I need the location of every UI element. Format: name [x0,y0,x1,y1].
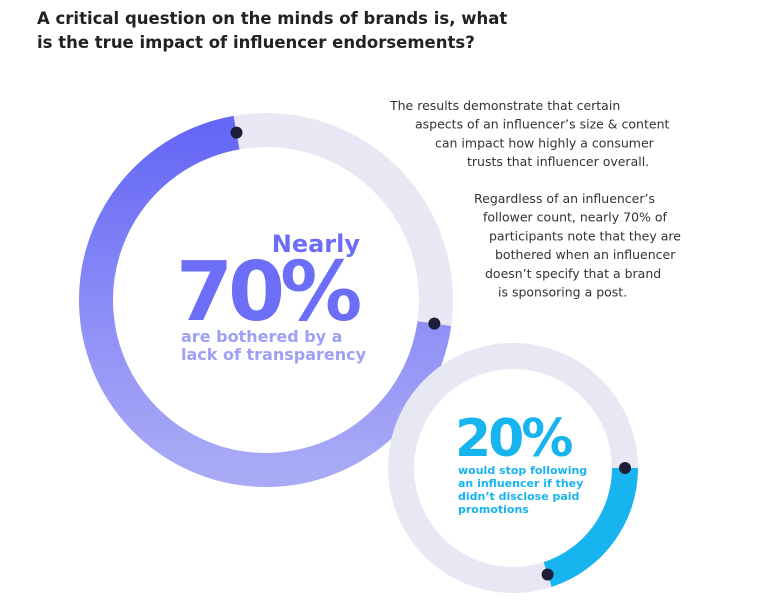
small-ring [388,343,638,593]
stat-caption: are bothered by a [181,327,342,346]
stat-value: 20% [455,409,572,469]
stat-caption: didn’t disclose paid [458,490,579,503]
progress-arc [79,115,452,487]
paragraph-line: The results demonstrate that certain [389,98,620,113]
stat-caption: promotions [458,503,529,516]
texts: A critical question on the minds of bran… [37,9,681,516]
paragraph-line: aspects of an influencer’s size & conten… [415,117,669,132]
arc-dot [619,462,631,474]
stat-caption: would stop following [458,464,587,477]
paragraph-line: Regardless of an influencer’s [474,191,655,206]
paragraph-line: participants note that they are [489,228,681,243]
paragraph-line: can impact how highly a consumer [435,135,655,150]
stat-lead: Nearly [272,230,361,258]
title: A critical question on the minds of bran… [37,9,507,28]
big-ring [79,113,453,487]
stat-caption: an influencer if they [458,477,583,490]
arc-dot [428,317,441,330]
progress-arc [543,467,638,587]
stat-value: 70% [176,245,360,340]
paragraph-line: is sponsoring a post. [498,285,627,300]
title: is the true impact of influencer endorse… [37,33,475,52]
paragraph-line: follower count, nearly 70% of [483,210,668,225]
paragraph-line: bothered when an influencer [495,247,676,262]
ring-bg [388,343,638,593]
paragraph-line: trusts that influencer overall. [467,154,649,169]
paragraph-line: doesn’t specify that a brand [485,266,661,281]
arc-dot [230,126,243,139]
arc-dot [541,568,554,581]
stat-caption: lack of transparency [181,345,367,364]
